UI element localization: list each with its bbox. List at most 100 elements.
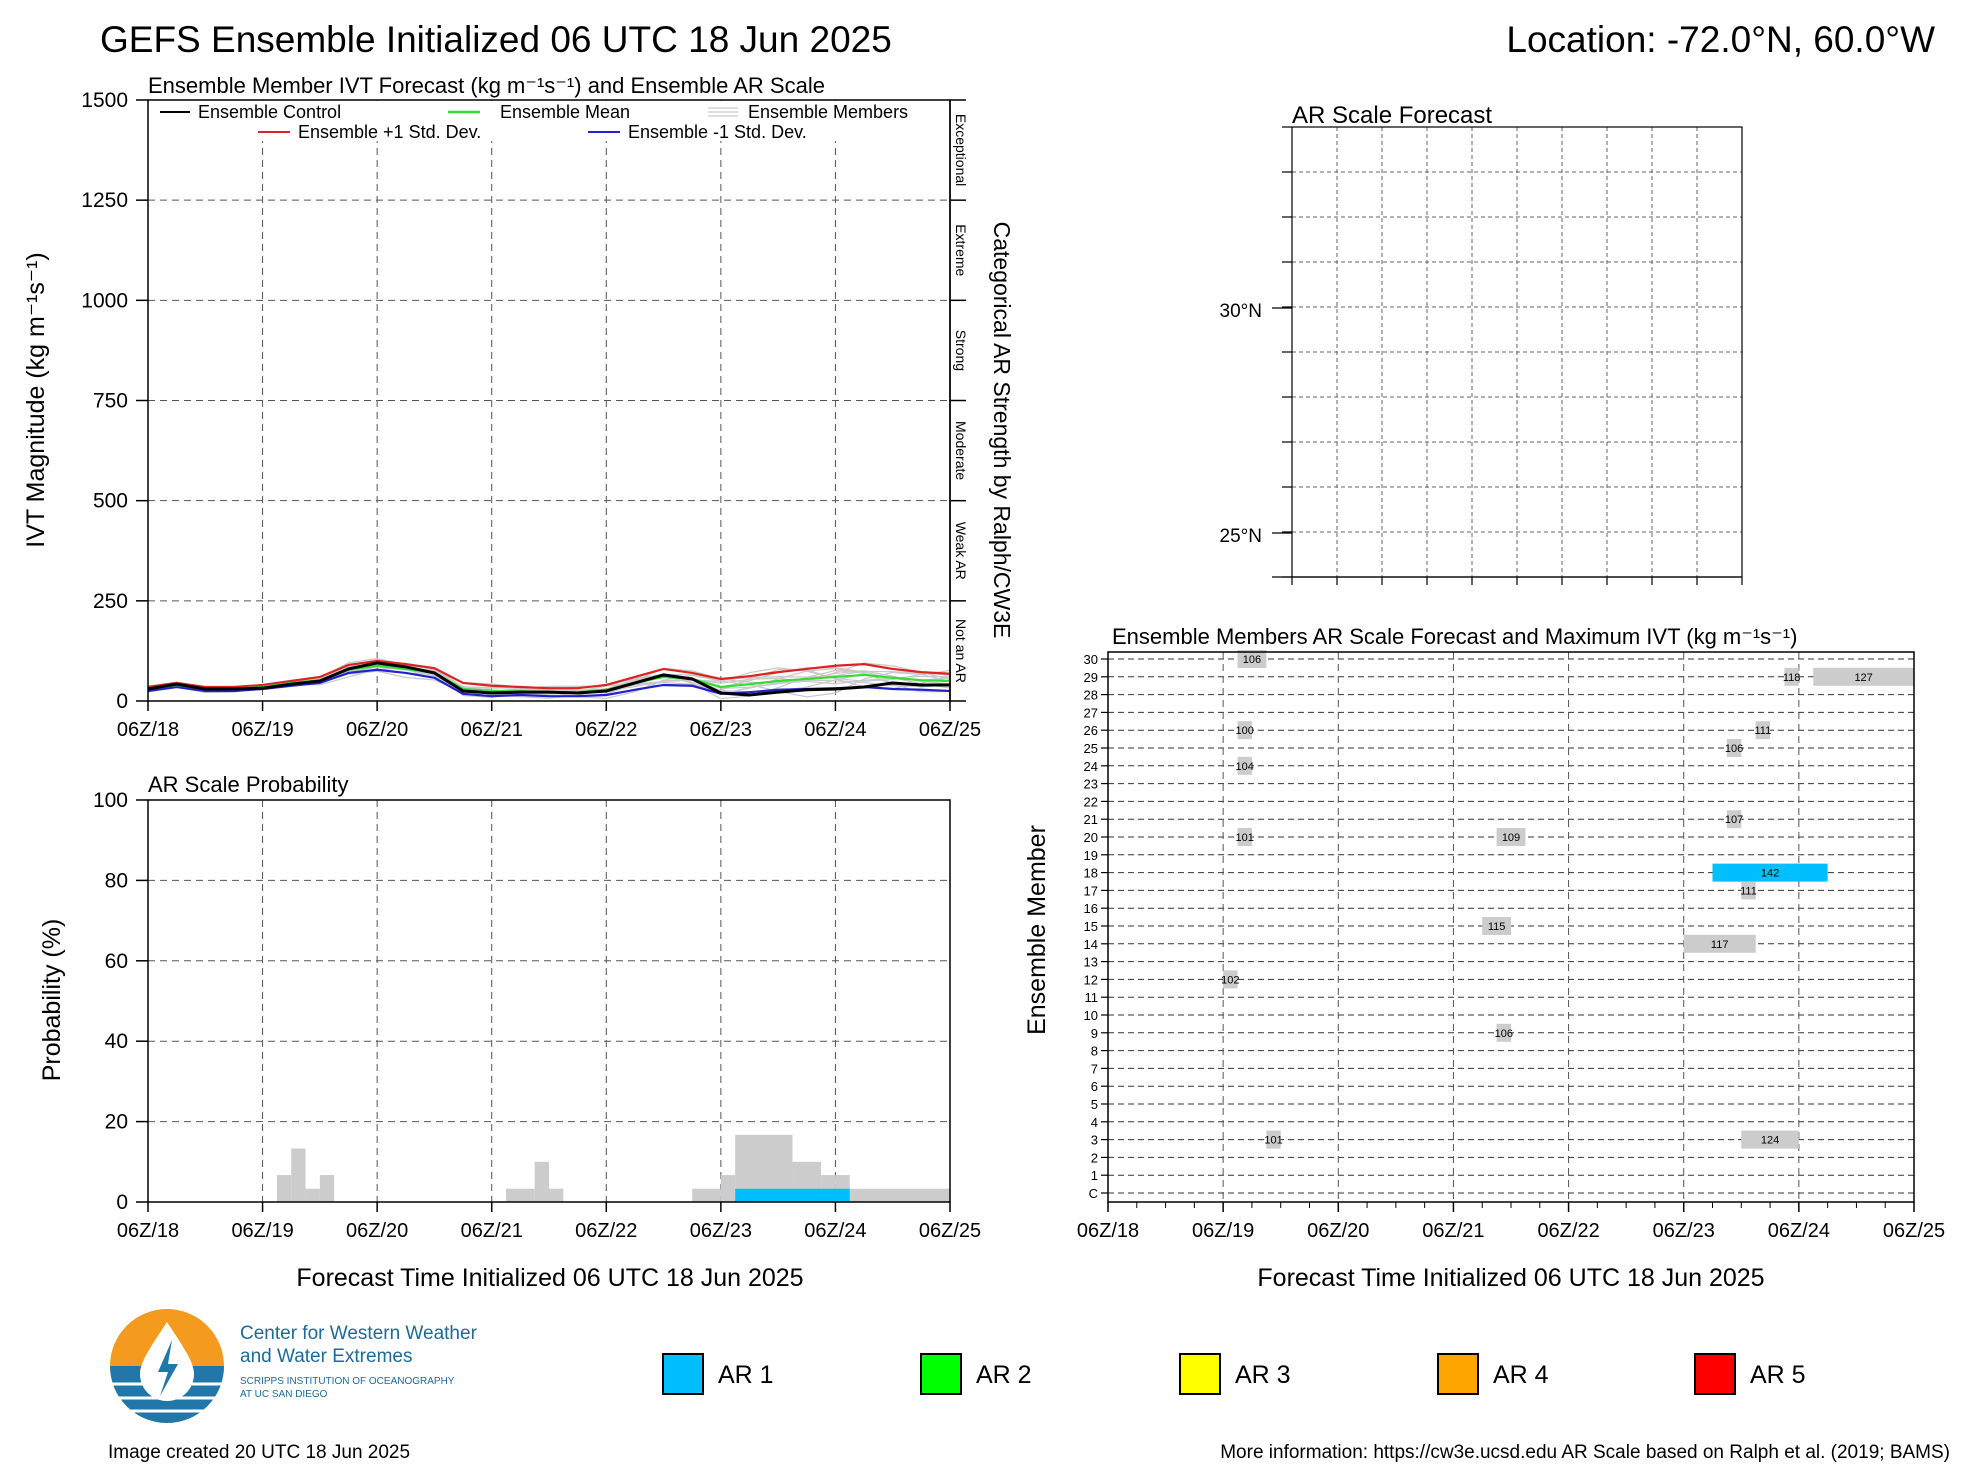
member-y-tick-label: 21: [1084, 812, 1098, 827]
ivt-y-tick-label: 1250: [81, 189, 128, 212]
member-y-tick-label: 2: [1091, 1150, 1098, 1165]
member-y-tick-label: 29: [1084, 670, 1098, 685]
probability-panel: AR Scale Probability Probability (%) 0 20…: [38, 772, 981, 1292]
prob-x-tick-label: 06Z/25: [919, 1220, 981, 1242]
figure-title: GEFS Ensemble Initialized 06 UTC 18 Jun …: [100, 19, 892, 60]
member-max-ivt-label: 111: [1755, 725, 1772, 737]
category-label: Extreme: [953, 224, 969, 276]
member-y-tick-label: 17: [1084, 883, 1098, 898]
lat-label-25n: 25°N: [1220, 526, 1262, 547]
ar-strength-axis-label: Categorical AR Strength by Ralph/CW3E: [989, 222, 1015, 639]
prob-x-tick-label: 06Z/21: [461, 1220, 523, 1242]
map-panel-title: AR Scale Forecast: [1292, 102, 1492, 129]
map-panel: AR Scale Forecast 30°N 25°N: [1220, 102, 1743, 585]
ivt-x-tick-label: 06Z/19: [231, 719, 293, 741]
legend-control-label: Ensemble Control: [198, 102, 341, 122]
prob-x-tick-label: 06Z/24: [804, 1220, 866, 1242]
member-y-tick-label: 27: [1084, 705, 1098, 720]
member-x-tick-label: 06Z/24: [1768, 1220, 1830, 1242]
prob-bar-not-ar: [549, 1188, 564, 1202]
member-max-ivt-label: 102: [1221, 974, 1239, 986]
member-ar-block: [1813, 667, 1914, 686]
member-y-tick-label: 11: [1085, 990, 1099, 1005]
ivt-y-tick-label: 1500: [81, 89, 128, 112]
ivt-x-tick-label: 06Z/25: [919, 719, 981, 741]
member-max-ivt-label: 124: [1761, 1135, 1779, 1147]
member-y-tick-label: 8: [1091, 1044, 1098, 1059]
member-max-ivt-label: 106: [1495, 1028, 1513, 1040]
member-y-tick-label: 28: [1084, 688, 1098, 703]
prob-bar-not-ar: [692, 1188, 721, 1202]
member-ar-block: [1755, 721, 1771, 740]
member-y-tick-label: 24: [1084, 759, 1098, 774]
prob-y-tick-label: 80: [105, 869, 128, 892]
member-ar-block: [1237, 828, 1252, 846]
member-ar-block: [1726, 810, 1742, 829]
member-ar-block: [1726, 739, 1742, 757]
member-max-ivt-label: 100: [1236, 725, 1254, 737]
ar-legend-swatch: [662, 1353, 704, 1395]
member-y-tick-label: 18: [1084, 866, 1098, 881]
ivt-y-tick-label: 0: [116, 690, 128, 713]
member-ar-block: [1496, 1023, 1511, 1042]
legend-minus-label: Ensemble -1 Std. Dev.: [628, 122, 807, 142]
prob-bar-not-ar: [319, 1175, 335, 1202]
member-x-tick-label: 06Z/21: [1422, 1220, 1484, 1242]
member-x-axis-label: Forecast Time Initialized 06 UTC 18 Jun …: [1257, 1264, 1764, 1292]
cw3e-logo: [110, 1309, 224, 1423]
ar-scale-legend: AR 1 AR 2 AR 3 AR 4 AR 5: [662, 1353, 1806, 1395]
ar-legend-label: AR 1: [718, 1361, 774, 1389]
member-max-ivt-label: 106: [1243, 654, 1261, 666]
ivt-x-tick-label: 06Z/18: [117, 719, 179, 741]
member-ar-block: [1266, 1130, 1281, 1149]
prob-bar-ar1: [735, 1188, 850, 1202]
member-max-ivt-label: 104: [1236, 761, 1254, 773]
org-name-line1: Center for Western Weather: [240, 1323, 478, 1344]
prob-plot-frame: [147, 799, 951, 1203]
member-panel: Ensemble Members AR Scale Forecast and M…: [1023, 624, 1945, 1292]
member-y-tick-label: 26: [1084, 723, 1098, 738]
legend-members-swatch: [708, 107, 738, 117]
prob-y-tick-label: 20: [105, 1111, 128, 1134]
prob-bar-not-ar: [305, 1188, 320, 1202]
member-ar-block: [1237, 650, 1267, 668]
org-name-line2: and Water Extremes: [240, 1346, 412, 1367]
member-y-tick-label: 14: [1084, 937, 1098, 952]
member-ar-block: [1223, 970, 1238, 989]
ivt-y-tick-label: 250: [93, 590, 128, 613]
org-name-line3: SCRIPPS INSTITUTION OF OCEANOGRAPHY: [240, 1376, 455, 1387]
member-y-tick-label: 7: [1091, 1061, 1098, 1076]
prob-bar-not-ar: [849, 1188, 950, 1202]
ar-legend-swatch: [1437, 1353, 1479, 1395]
ivt-legend: Ensemble Control Ensemble Mean Ensemble …: [149, 101, 949, 142]
member-y-tick-label: 5: [1091, 1097, 1098, 1112]
lat-label-30n: 30°N: [1220, 301, 1262, 322]
member-ar-block: [1237, 721, 1252, 740]
prob-bar-not-ar: [291, 1148, 306, 1202]
member-x-tick-label: 06Z/18: [1077, 1220, 1139, 1242]
member-x-tick-label: 06Z/25: [1883, 1220, 1945, 1242]
member-y-tick-label: 9: [1091, 1026, 1098, 1041]
member-x-tick-label: 06Z/22: [1537, 1220, 1599, 1242]
more-info-text: More information: https://cw3e.ucsd.edu …: [1220, 1442, 1950, 1463]
member-max-ivt-label: 142: [1761, 868, 1779, 880]
member-max-ivt-label: 111: [1740, 885, 1757, 897]
ar-legend-label: AR 2: [976, 1361, 1032, 1389]
member-y-tick-label: 4: [1091, 1115, 1098, 1130]
member-ar-block: [1482, 917, 1511, 935]
prob-y-tick-label: 0: [116, 1191, 128, 1214]
ar-legend-label: AR 4: [1493, 1361, 1549, 1389]
member-y-tick-label: 6: [1091, 1079, 1098, 1094]
member-y-tick-label: 3: [1091, 1133, 1098, 1148]
category-label: Moderate: [953, 421, 969, 480]
prob-y-tick-label: 100: [93, 789, 128, 812]
member-max-ivt-label: 118: [1783, 672, 1801, 684]
member-max-ivt-label: 109: [1502, 832, 1520, 844]
ar-legend-swatch: [920, 1353, 962, 1395]
member-y-axis-label: Ensemble Member: [1023, 825, 1051, 1035]
member-y-tick-label: 12: [1084, 972, 1098, 987]
member-y-tick-label: 20: [1084, 830, 1098, 845]
ivt-x-tick-label: 06Z/23: [690, 719, 752, 741]
location-label: Location: -72.0°N, 60.0°W: [1506, 19, 1935, 60]
member-max-ivt-label: 127: [1854, 672, 1872, 684]
